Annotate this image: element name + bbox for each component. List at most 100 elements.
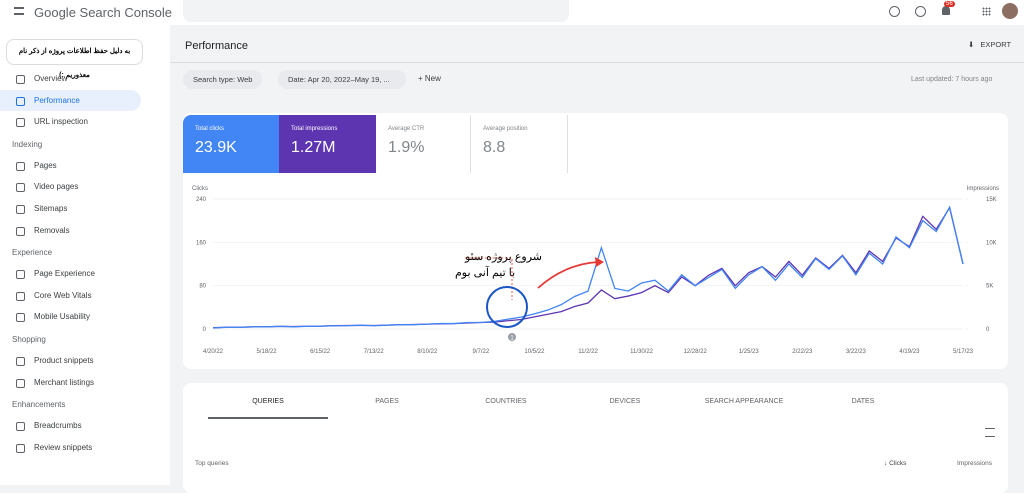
y2-tick-label: 5K: [986, 284, 993, 290]
notifications-icon[interactable]: [942, 6, 950, 15]
new-filter[interactable]: + New: [418, 74, 441, 83]
x-tick-label: 2/22/23: [792, 349, 813, 355]
series-line: [212, 205, 964, 329]
x-tick-label: 10/5/22: [524, 349, 545, 355]
nav-item[interactable]: Removals: [0, 220, 141, 241]
y-tick-label: 160: [196, 240, 207, 246]
avatar[interactable]: [1002, 3, 1018, 19]
x-tick-label: 9/7/22: [473, 349, 490, 355]
nav-section[interactable]: Experience: [12, 248, 53, 258]
nav-item[interactable]: Merchant listings: [0, 372, 141, 393]
y2-tick-label: 0: [986, 327, 990, 333]
header-divider: [170, 62, 1024, 63]
y2-tick-label: 10K: [986, 240, 997, 246]
filter-chip[interactable]: Search type: Web: [183, 70, 263, 89]
nav-icon: [16, 270, 25, 280]
metric-label: Average position: [483, 126, 528, 132]
x-tick-label: 11/30/22: [630, 349, 654, 355]
help-icon[interactable]: [889, 6, 900, 17]
export-button[interactable]: ⬇ EXPORT: [968, 40, 1012, 49]
tabs-card: [183, 383, 1008, 493]
filter-chip[interactable]: Date: Apr 20, 2022–May 19, ...: [278, 70, 406, 89]
top-bar: Google Search Console 56: [0, 0, 1024, 25]
nav-item[interactable]: Core Web Vitals: [0, 285, 141, 306]
nav-item[interactable]: Video pages: [0, 176, 141, 197]
x-tick-label: 6/15/22: [310, 349, 331, 355]
nav-label: Core Web Vitals: [34, 290, 92, 300]
dashed-leader: [465, 257, 513, 300]
nav-item[interactable]: Mobile Usability: [0, 306, 141, 327]
tab[interactable]: DATES: [851, 398, 875, 405]
nav-item[interactable]: Performance: [0, 89, 141, 111]
arrow: [537, 261, 599, 289]
x-tick-label: 5/17/23: [953, 349, 974, 355]
tab[interactable]: QUERIES: [252, 398, 284, 405]
last-updated: Last updated: 7 hours ago: [911, 76, 993, 83]
product-name[interactable]: Google Search Console: [34, 5, 173, 20]
column-label: Clicks: [889, 460, 907, 467]
y-axis-title: Clicks: [192, 186, 208, 192]
x-tick-label: 8/10/22: [417, 349, 438, 355]
filter-rows-icon[interactable]: [985, 428, 995, 437]
tab[interactable]: COUNTRIES: [485, 398, 527, 405]
metric-label: Average CTR: [388, 126, 425, 132]
nav-label: Pages: [34, 160, 57, 170]
nav-label: Removals: [34, 225, 70, 235]
tab[interactable]: SEARCH APPEARANCE: [704, 398, 784, 405]
metric-card[interactable]: Total clicks 23.9K: [183, 115, 279, 173]
nav-label: Sitemaps: [34, 204, 68, 213]
nav-item[interactable]: Overview: [0, 68, 141, 89]
nav-item[interactable]: Product snippets: [0, 350, 141, 371]
nav-icon: [16, 161, 25, 171]
nav-section[interactable]: Shopping: [12, 335, 46, 344]
nav-item[interactable]: Page Experience: [0, 263, 141, 284]
nav-item[interactable]: Breadcrumbs: [0, 415, 141, 436]
sidebar: به دلیل حفظ اطلاعات پروژه از ذکر نام معذ…: [0, 25, 170, 485]
sidebar-note: به دلیل حفظ اطلاعات پروژه از ذکر نام معذ…: [6, 39, 143, 79]
metric-card[interactable]: Average CTR 1.9%: [376, 115, 471, 173]
column-header[interactable]: Impressions: [957, 460, 993, 467]
nav-label: Video pages: [34, 182, 79, 192]
metric-card[interactable]: Total impressions 1.27M: [279, 115, 376, 173]
nav-label: Performance: [34, 95, 80, 105]
event-marker-label: 1: [510, 336, 514, 342]
y-tick-label: 80: [199, 284, 206, 290]
tab[interactable]: DEVICES: [609, 398, 641, 405]
nav-label: Merchant listings: [34, 377, 95, 387]
new-label: New: [424, 74, 441, 83]
notification-badge: 56: [944, 1, 955, 7]
arrowhead: [595, 257, 604, 267]
page-title: Performance: [185, 40, 248, 52]
annotation: شروع پروژه سئو: [464, 251, 542, 263]
y2-tick-label: 15K: [986, 197, 997, 203]
nav-label: Breadcrumbs: [34, 421, 82, 431]
metric-card[interactable]: Average position 8.8: [471, 115, 568, 173]
metric-label: Total clicks: [195, 126, 225, 132]
nav-item[interactable]: URL inspection: [0, 111, 141, 132]
users-icon[interactable]: [915, 6, 926, 17]
nav-item[interactable]: Review snippets: [0, 437, 141, 458]
column-header[interactable]: ↓ Clicks: [884, 460, 907, 467]
tab[interactable]: PAGES: [375, 398, 399, 405]
metric-value: 1.27M: [291, 139, 336, 156]
nav-icon: [16, 75, 25, 84]
nav-label: URL inspection: [34, 117, 88, 127]
nav-item[interactable]: Pages: [0, 155, 141, 176]
search-box[interactable]: [183, 0, 569, 22]
nav-icon: [16, 226, 25, 236]
nav-section[interactable]: Enhancements: [12, 400, 66, 410]
nav-icon: [16, 205, 25, 214]
table-title: Top queries: [195, 460, 229, 467]
nav-label: Page Experience: [34, 269, 95, 279]
metric-value: 8.8: [483, 139, 506, 156]
x-tick-label: 11/2/22: [578, 349, 598, 355]
apps-icon[interactable]: [982, 7, 991, 16]
nav-icon: [16, 422, 25, 432]
nav-item[interactable]: Sitemaps: [0, 198, 141, 219]
x-tick-label: 3/22/23: [846, 349, 867, 355]
nav-label: Review snippets: [34, 442, 93, 452]
y2-axis-title: Impressions: [967, 186, 999, 192]
nav-section[interactable]: Indexing: [12, 139, 43, 149]
nav-icon: [16, 443, 25, 453]
menu-icon[interactable]: [14, 7, 24, 15]
